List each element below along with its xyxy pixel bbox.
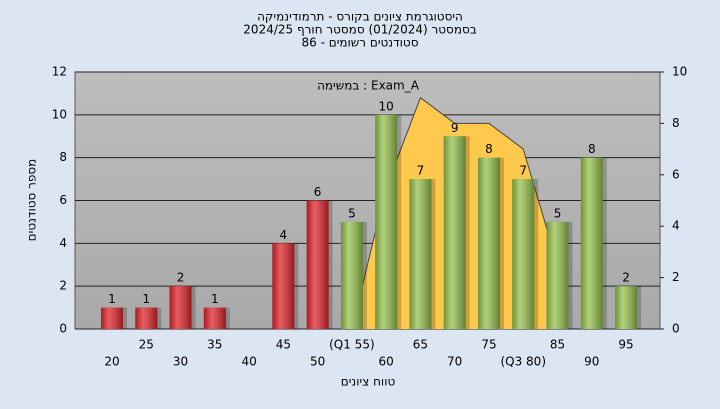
value-label: 1 [108, 292, 116, 306]
value-label: 8 [485, 142, 493, 156]
x-tick-label: 30 [173, 355, 188, 369]
bar-shade [615, 286, 638, 329]
chart-subtitle: בסמסטר (01/2024) סמסטר חורף 2024/25 [243, 23, 476, 37]
value-label: 7 [519, 164, 527, 178]
x-tick-label: 35 [207, 338, 222, 352]
value-label: 9 [451, 121, 459, 135]
y-tick-label: 0 [59, 322, 67, 336]
value-label: 5 [554, 206, 562, 220]
bar-shade [203, 307, 226, 329]
y2-tick-label: 10 [672, 65, 687, 79]
y-tick-label: 6 [59, 193, 67, 207]
bar-shade [409, 179, 432, 329]
bar-shade [546, 221, 569, 329]
chart-title: היסטוגרמת ציונים בקורס - תרמודינמיקה [257, 10, 463, 24]
bar-shade [580, 157, 603, 329]
value-label: 5 [348, 206, 356, 220]
bar-shade [375, 114, 398, 329]
value-label: 2 [622, 271, 630, 285]
bar-shade [340, 221, 363, 329]
y-tick-label: 10 [52, 107, 67, 121]
bar-shade [169, 286, 192, 329]
x-tick-label: 65 [413, 338, 428, 352]
y2-tick-label: 4 [672, 219, 680, 233]
bar-shade [306, 200, 329, 329]
value-label: 7 [417, 164, 425, 178]
bar-shade [101, 307, 123, 329]
value-label: 10 [379, 99, 394, 113]
y2-tick-label: 6 [672, 167, 680, 181]
value-label: 8 [588, 142, 596, 156]
value-label: 1 [211, 292, 219, 306]
x-tick-label: 85 [550, 338, 565, 352]
y-tick-label: 2 [59, 279, 67, 293]
x-tick-label: 60 [379, 355, 394, 369]
bar-shade [443, 136, 466, 329]
bar-shade [477, 157, 500, 329]
value-label: 2 [177, 271, 185, 285]
x-tick-label: 90 [584, 355, 599, 369]
x-axis-label: טווח ציונים [341, 375, 396, 389]
y2-tick-label: 8 [672, 116, 680, 130]
x-tick-label: 95 [618, 338, 633, 352]
x-tick-label: (Q1 55) [329, 338, 375, 352]
x-tick-label: (Q3 80) [500, 355, 546, 369]
x-tick-label: 40 [241, 355, 256, 369]
y-tick-label: 8 [59, 150, 67, 164]
y-tick-label: 4 [59, 236, 67, 250]
y-axis-label: מספר סטודנטים [25, 159, 39, 242]
x-tick-label: 75 [481, 338, 496, 352]
x-tick-label: 70 [447, 355, 462, 369]
bar-shade [512, 179, 535, 329]
bar-shade [272, 243, 295, 329]
x-tick-label: 20 [104, 355, 119, 369]
chart-subtitle: סטודנטים רשומים - 86 [301, 36, 418, 50]
y2-tick-label: 2 [672, 270, 680, 284]
value-label: 4 [280, 228, 288, 242]
value-label: 1 [142, 292, 150, 306]
x-tick-label: 45 [276, 338, 291, 352]
y2-tick-label: 0 [672, 322, 680, 336]
x-tick-label: 50 [310, 355, 325, 369]
x-tick-label: 25 [139, 338, 154, 352]
y-tick-label: 12 [52, 65, 67, 79]
annotation: במשימה : Exam_A [317, 79, 420, 93]
value-label: 6 [314, 185, 322, 199]
bar-shade [135, 307, 158, 329]
